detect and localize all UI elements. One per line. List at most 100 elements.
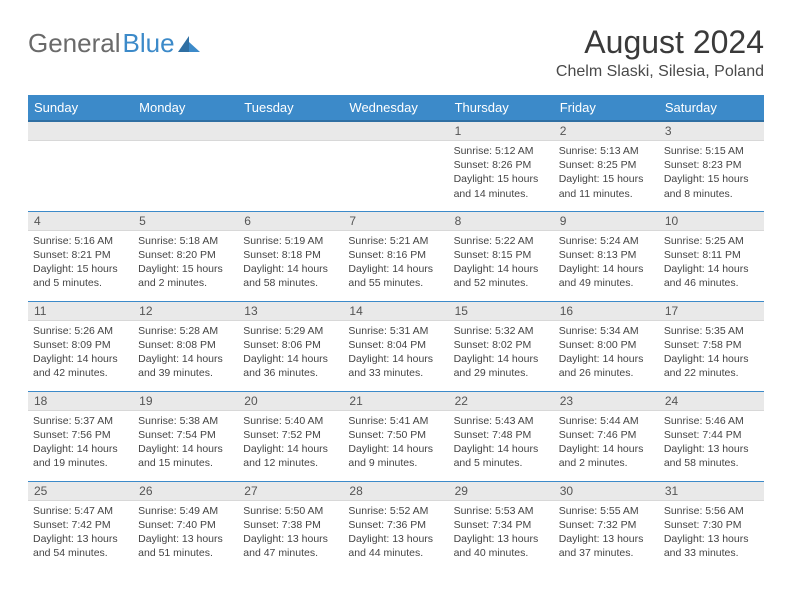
calendar-day-cell: 30Sunrise: 5:55 AMSunset: 7:32 PMDayligh… — [554, 481, 659, 571]
sunset-line: Sunset: 8:13 PM — [559, 248, 654, 262]
day-number: 30 — [554, 482, 659, 501]
calendar-day-cell: 9Sunrise: 5:24 AMSunset: 8:13 PMDaylight… — [554, 211, 659, 301]
sunset-line: Sunset: 8:15 PM — [454, 248, 549, 262]
sunset-line: Sunset: 8:02 PM — [454, 338, 549, 352]
daylight-line: Daylight: 14 hours and 26 minutes. — [559, 352, 654, 380]
day-header: Saturday — [659, 95, 764, 121]
calendar-day-cell — [238, 121, 343, 211]
calendar-day-cell: 16Sunrise: 5:34 AMSunset: 8:00 PMDayligh… — [554, 301, 659, 391]
daylight-line: Daylight: 13 hours and 40 minutes. — [454, 532, 549, 560]
day-number: 6 — [238, 212, 343, 231]
day-number: 8 — [449, 212, 554, 231]
day-header: Wednesday — [343, 95, 448, 121]
day-details: Sunrise: 5:18 AMSunset: 8:20 PMDaylight:… — [133, 231, 238, 295]
day-number: 1 — [449, 122, 554, 141]
sunset-line: Sunset: 7:48 PM — [454, 428, 549, 442]
sunrise-line: Sunrise: 5:41 AM — [348, 414, 443, 428]
day-details: Sunrise: 5:15 AMSunset: 8:23 PMDaylight:… — [659, 141, 764, 205]
daylight-line: Daylight: 13 hours and 54 minutes. — [33, 532, 128, 560]
calendar-day-cell: 28Sunrise: 5:52 AMSunset: 7:36 PMDayligh… — [343, 481, 448, 571]
sunrise-line: Sunrise: 5:32 AM — [454, 324, 549, 338]
sunset-line: Sunset: 7:38 PM — [243, 518, 338, 532]
header: GeneralBlue August 2024 Chelm Slaski, Si… — [28, 24, 764, 81]
day-details: Sunrise: 5:46 AMSunset: 7:44 PMDaylight:… — [659, 411, 764, 475]
sunrise-line: Sunrise: 5:49 AM — [138, 504, 233, 518]
calendar-day-cell: 11Sunrise: 5:26 AMSunset: 8:09 PMDayligh… — [28, 301, 133, 391]
day-details: Sunrise: 5:21 AMSunset: 8:16 PMDaylight:… — [343, 231, 448, 295]
day-number: 5 — [133, 212, 238, 231]
calendar-body: 1Sunrise: 5:12 AMSunset: 8:26 PMDaylight… — [28, 121, 764, 571]
day-number: 15 — [449, 302, 554, 321]
calendar-day-cell: 14Sunrise: 5:31 AMSunset: 8:04 PMDayligh… — [343, 301, 448, 391]
day-details: Sunrise: 5:31 AMSunset: 8:04 PMDaylight:… — [343, 321, 448, 385]
sunset-line: Sunset: 7:32 PM — [559, 518, 654, 532]
day-number-empty — [133, 122, 238, 141]
day-number-empty — [238, 122, 343, 141]
daylight-line: Daylight: 14 hours and 2 minutes. — [559, 442, 654, 470]
day-header: Sunday — [28, 95, 133, 121]
day-details: Sunrise: 5:12 AMSunset: 8:26 PMDaylight:… — [449, 141, 554, 205]
calendar-week-row: 25Sunrise: 5:47 AMSunset: 7:42 PMDayligh… — [28, 481, 764, 571]
sunrise-line: Sunrise: 5:26 AM — [33, 324, 128, 338]
sunset-line: Sunset: 7:42 PM — [33, 518, 128, 532]
sunset-line: Sunset: 8:20 PM — [138, 248, 233, 262]
day-details: Sunrise: 5:49 AMSunset: 7:40 PMDaylight:… — [133, 501, 238, 565]
sunset-line: Sunset: 8:04 PM — [348, 338, 443, 352]
calendar-day-cell — [133, 121, 238, 211]
sunset-line: Sunset: 8:23 PM — [664, 158, 759, 172]
logo-triangle-icon — [178, 36, 200, 52]
sunrise-line: Sunrise: 5:13 AM — [559, 144, 654, 158]
location-text: Chelm Slaski, Silesia, Poland — [556, 63, 764, 81]
day-details: Sunrise: 5:56 AMSunset: 7:30 PMDaylight:… — [659, 501, 764, 565]
day-number: 25 — [28, 482, 133, 501]
day-details: Sunrise: 5:41 AMSunset: 7:50 PMDaylight:… — [343, 411, 448, 475]
daylight-line: Daylight: 13 hours and 44 minutes. — [348, 532, 443, 560]
day-header: Thursday — [449, 95, 554, 121]
day-number: 4 — [28, 212, 133, 231]
brand-general: General — [28, 28, 121, 59]
day-details: Sunrise: 5:22 AMSunset: 8:15 PMDaylight:… — [449, 231, 554, 295]
sunrise-line: Sunrise: 5:15 AM — [664, 144, 759, 158]
daylight-line: Daylight: 13 hours and 47 minutes. — [243, 532, 338, 560]
sunset-line: Sunset: 7:40 PM — [138, 518, 233, 532]
calendar-day-cell: 1Sunrise: 5:12 AMSunset: 8:26 PMDaylight… — [449, 121, 554, 211]
day-number: 20 — [238, 392, 343, 411]
sunset-line: Sunset: 8:18 PM — [243, 248, 338, 262]
calendar-day-cell: 29Sunrise: 5:53 AMSunset: 7:34 PMDayligh… — [449, 481, 554, 571]
day-details: Sunrise: 5:53 AMSunset: 7:34 PMDaylight:… — [449, 501, 554, 565]
sunrise-line: Sunrise: 5:55 AM — [559, 504, 654, 518]
sunrise-line: Sunrise: 5:47 AM — [33, 504, 128, 518]
day-details: Sunrise: 5:52 AMSunset: 7:36 PMDaylight:… — [343, 501, 448, 565]
calendar-day-cell: 3Sunrise: 5:15 AMSunset: 8:23 PMDaylight… — [659, 121, 764, 211]
day-details: Sunrise: 5:50 AMSunset: 7:38 PMDaylight:… — [238, 501, 343, 565]
daylight-line: Daylight: 15 hours and 5 minutes. — [33, 262, 128, 290]
month-title: August 2024 — [556, 24, 764, 61]
calendar-day-cell: 17Sunrise: 5:35 AMSunset: 7:58 PMDayligh… — [659, 301, 764, 391]
calendar-day-cell: 4Sunrise: 5:16 AMSunset: 8:21 PMDaylight… — [28, 211, 133, 301]
sunrise-line: Sunrise: 5:28 AM — [138, 324, 233, 338]
sunrise-line: Sunrise: 5:52 AM — [348, 504, 443, 518]
day-details: Sunrise: 5:40 AMSunset: 7:52 PMDaylight:… — [238, 411, 343, 475]
calendar-day-cell: 21Sunrise: 5:41 AMSunset: 7:50 PMDayligh… — [343, 391, 448, 481]
day-number: 3 — [659, 122, 764, 141]
daylight-line: Daylight: 14 hours and 49 minutes. — [559, 262, 654, 290]
daylight-line: Daylight: 15 hours and 14 minutes. — [454, 172, 549, 200]
daylight-line: Daylight: 14 hours and 36 minutes. — [243, 352, 338, 380]
calendar-day-cell: 25Sunrise: 5:47 AMSunset: 7:42 PMDayligh… — [28, 481, 133, 571]
sunrise-line: Sunrise: 5:37 AM — [33, 414, 128, 428]
calendar-day-cell: 6Sunrise: 5:19 AMSunset: 8:18 PMDaylight… — [238, 211, 343, 301]
brand-blue: Blue — [123, 28, 175, 59]
calendar-day-cell: 15Sunrise: 5:32 AMSunset: 8:02 PMDayligh… — [449, 301, 554, 391]
day-number: 26 — [133, 482, 238, 501]
daylight-line: Daylight: 14 hours and 33 minutes. — [348, 352, 443, 380]
day-details: Sunrise: 5:47 AMSunset: 7:42 PMDaylight:… — [28, 501, 133, 565]
sunrise-line: Sunrise: 5:56 AM — [664, 504, 759, 518]
sunrise-line: Sunrise: 5:12 AM — [454, 144, 549, 158]
sunrise-line: Sunrise: 5:29 AM — [243, 324, 338, 338]
daylight-line: Daylight: 14 hours and 15 minutes. — [138, 442, 233, 470]
sunset-line: Sunset: 7:36 PM — [348, 518, 443, 532]
day-details: Sunrise: 5:37 AMSunset: 7:56 PMDaylight:… — [28, 411, 133, 475]
daylight-line: Daylight: 14 hours and 42 minutes. — [33, 352, 128, 380]
daylight-line: Daylight: 14 hours and 5 minutes. — [454, 442, 549, 470]
day-header: Friday — [554, 95, 659, 121]
